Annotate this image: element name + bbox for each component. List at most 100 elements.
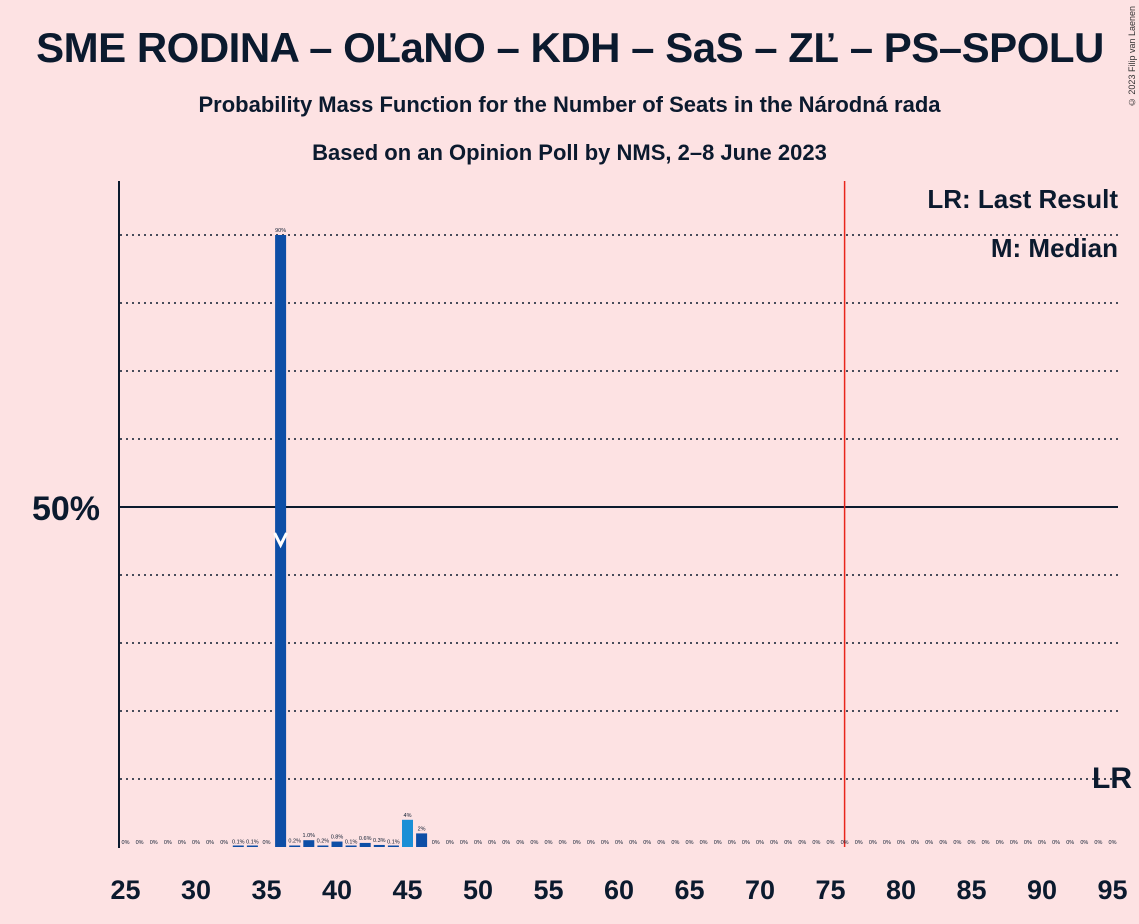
bar-label-83: 0%	[939, 840, 947, 846]
x-tick-label-70: 70	[745, 875, 775, 905]
x-tick-label-60: 60	[604, 875, 634, 905]
bar-label-46: 2%	[418, 826, 426, 832]
bar-label-63: 0%	[657, 840, 665, 846]
bar-label-84: 0%	[953, 840, 961, 846]
bar-label-94: 0%	[1094, 840, 1102, 846]
bar-value-labels: 0% 0% 0% 0% 0% 0% 0% 0% 0.1% 0.1% 0% 90% 0.2%1.0%0.2…	[122, 228, 1117, 846]
bar-34	[246, 845, 258, 847]
bar-label-71: 0%	[770, 840, 778, 846]
bar-label-39: 0.2%	[317, 839, 330, 845]
chart-source: Based on an Opinion Poll by NMS, 2–8 Jun…	[312, 140, 827, 165]
bar-45	[402, 819, 413, 847]
bar-label-55: 0%	[545, 840, 553, 846]
bar-label-80: 0%	[897, 840, 905, 846]
bar-label-76: 0%	[841, 840, 849, 846]
bar-label-59: 0%	[601, 840, 609, 846]
bar-series	[232, 235, 428, 847]
bar-label-25: 0%	[122, 840, 130, 846]
bar-label-45: 4%	[404, 813, 412, 819]
bar-label-33: 0.1%	[232, 839, 245, 845]
bar-label-67: 0%	[714, 840, 722, 846]
bar-label-85: 0%	[968, 840, 976, 846]
bar-label-95: 0%	[1109, 840, 1117, 846]
bar-label-27: 0%	[150, 840, 158, 846]
bar-label-42: 0.6%	[359, 836, 372, 842]
bar-label-74: 0%	[812, 840, 820, 846]
legend-last-result: LR: Last Result	[927, 184, 1118, 214]
bar-label-47: 0%	[432, 840, 440, 846]
legend-median: M: Median	[991, 233, 1118, 263]
x-tick-label-35: 35	[251, 875, 281, 905]
bar-46	[416, 833, 428, 847]
bar-label-92: 0%	[1066, 840, 1074, 846]
bar-label-40: 0.8%	[331, 835, 344, 841]
bar-label-54: 0%	[530, 840, 538, 846]
bar-label-60: 0%	[615, 840, 623, 846]
bar-41	[345, 845, 357, 847]
bar-label-56: 0%	[559, 840, 567, 846]
gridlines	[120, 181, 1118, 847]
bar-label-91: 0%	[1052, 840, 1060, 846]
bar-label-50: 0%	[474, 840, 482, 846]
bar-label-36: 90%	[275, 228, 286, 234]
bar-42	[359, 842, 371, 847]
bar-label-51: 0%	[488, 840, 496, 846]
bar-label-53: 0%	[516, 840, 524, 846]
bar-38	[303, 840, 315, 847]
chart-title: SME RODINA – OĽaNO – KDH – SaS – ZĽ – PS…	[36, 24, 1104, 71]
bar-label-86: 0%	[982, 840, 990, 846]
bar-label-35: 0%	[263, 840, 271, 846]
median-marker	[273, 532, 288, 549]
last-result-marker-label: LR	[1092, 762, 1132, 795]
bar-43	[373, 844, 385, 847]
bar-label-72: 0%	[784, 840, 792, 846]
bar-label-52: 0%	[502, 840, 510, 846]
bar-label-88: 0%	[1010, 840, 1018, 846]
x-tick-label-85: 85	[956, 875, 986, 905]
bar-label-38: 1.0%	[303, 833, 316, 839]
bar-label-66: 0%	[700, 840, 708, 846]
bar-label-73: 0%	[798, 840, 806, 846]
bar-label-61: 0%	[629, 840, 637, 846]
bar-label-62: 0%	[643, 840, 651, 846]
bar-label-77: 0%	[855, 840, 863, 846]
x-tick-label-45: 45	[392, 875, 422, 905]
bar-label-44: 0.1%	[387, 839, 400, 845]
bar-label-41: 0.1%	[345, 839, 358, 845]
bar-44	[387, 845, 399, 847]
axes: 50% 25 30 35 40 45 50 55 60 65 70 75 80 85 90 95 LR	[32, 181, 1132, 905]
bar-37	[289, 845, 301, 847]
bar-label-78: 0%	[869, 840, 877, 846]
bar-label-29: 0%	[178, 840, 186, 846]
x-tick-label-65: 65	[674, 875, 704, 905]
bar-label-65: 0%	[686, 840, 694, 846]
bar-40	[331, 841, 343, 847]
x-tick-label-40: 40	[322, 875, 352, 905]
bar-label-79: 0%	[883, 840, 891, 846]
y-tick-label-50: 50%	[32, 490, 100, 528]
bar-36	[275, 235, 287, 847]
bar-label-43: 0.3%	[373, 838, 386, 844]
bar-label-75: 0%	[827, 840, 835, 846]
bar-label-89: 0%	[1024, 840, 1032, 846]
bar-label-32: 0%	[220, 840, 228, 846]
x-tick-label-55: 55	[533, 875, 563, 905]
bar-label-26: 0%	[136, 840, 144, 846]
x-tick-label-30: 30	[181, 875, 211, 905]
x-tick-label-90: 90	[1027, 875, 1057, 905]
bar-label-87: 0%	[996, 840, 1004, 846]
bar-label-81: 0%	[911, 840, 919, 846]
bar-label-37: 0.2%	[288, 839, 301, 845]
x-tick-label-75: 75	[815, 875, 845, 905]
bar-label-57: 0%	[573, 840, 581, 846]
bar-39	[317, 845, 329, 847]
bar-label-82: 0%	[925, 840, 933, 846]
bar-label-69: 0%	[742, 840, 750, 846]
bar-label-64: 0%	[671, 840, 679, 846]
bar-label-93: 0%	[1080, 840, 1088, 846]
bar-33	[232, 845, 244, 847]
x-tick-label-50: 50	[463, 875, 493, 905]
bar-label-58: 0%	[587, 840, 595, 846]
x-tick-label-95: 95	[1097, 875, 1127, 905]
